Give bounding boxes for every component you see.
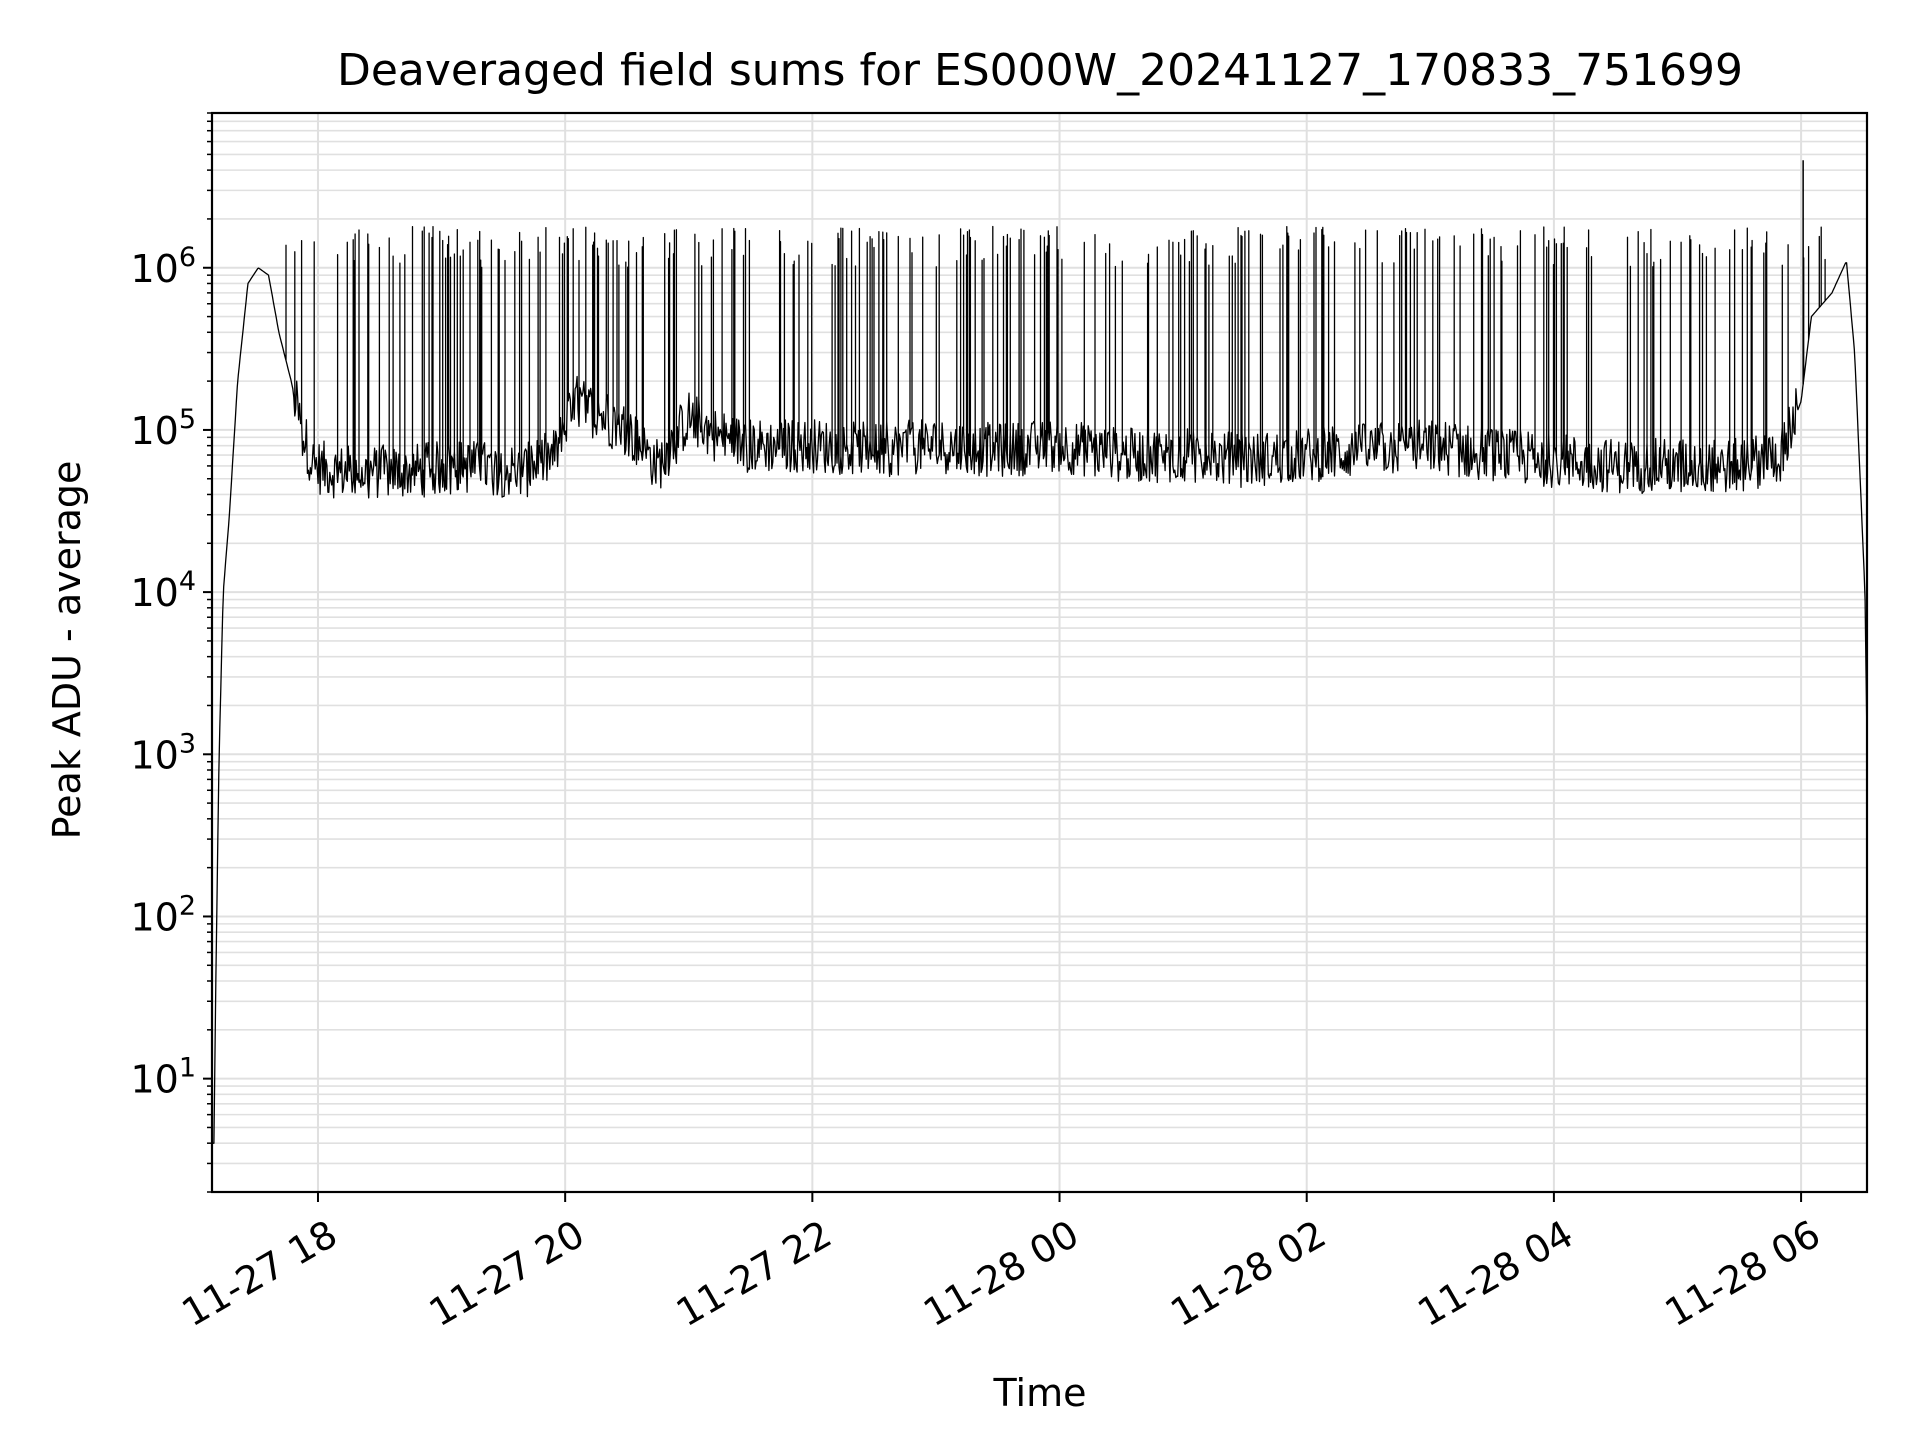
y-tick-label: 101 xyxy=(130,1053,196,1102)
series-line xyxy=(212,225,1868,1144)
chart-title: Deaveraged field sums for ES000W_2024112… xyxy=(337,45,1743,96)
y-tick-label: 102 xyxy=(130,890,196,939)
y-tick-label: 105 xyxy=(130,404,196,453)
plot-frame xyxy=(210,111,1869,1194)
y-axis: 101 102 103 104 105 106 xyxy=(130,112,212,1193)
series-layer xyxy=(212,160,1868,1144)
x-axis-label: Time xyxy=(993,1371,1087,1415)
y-tick-label: 106 xyxy=(130,242,196,291)
y-tick-label: 103 xyxy=(130,728,196,777)
y-axis-label: Peak ADU - average xyxy=(45,461,89,840)
y-tick-label: 104 xyxy=(130,566,196,615)
